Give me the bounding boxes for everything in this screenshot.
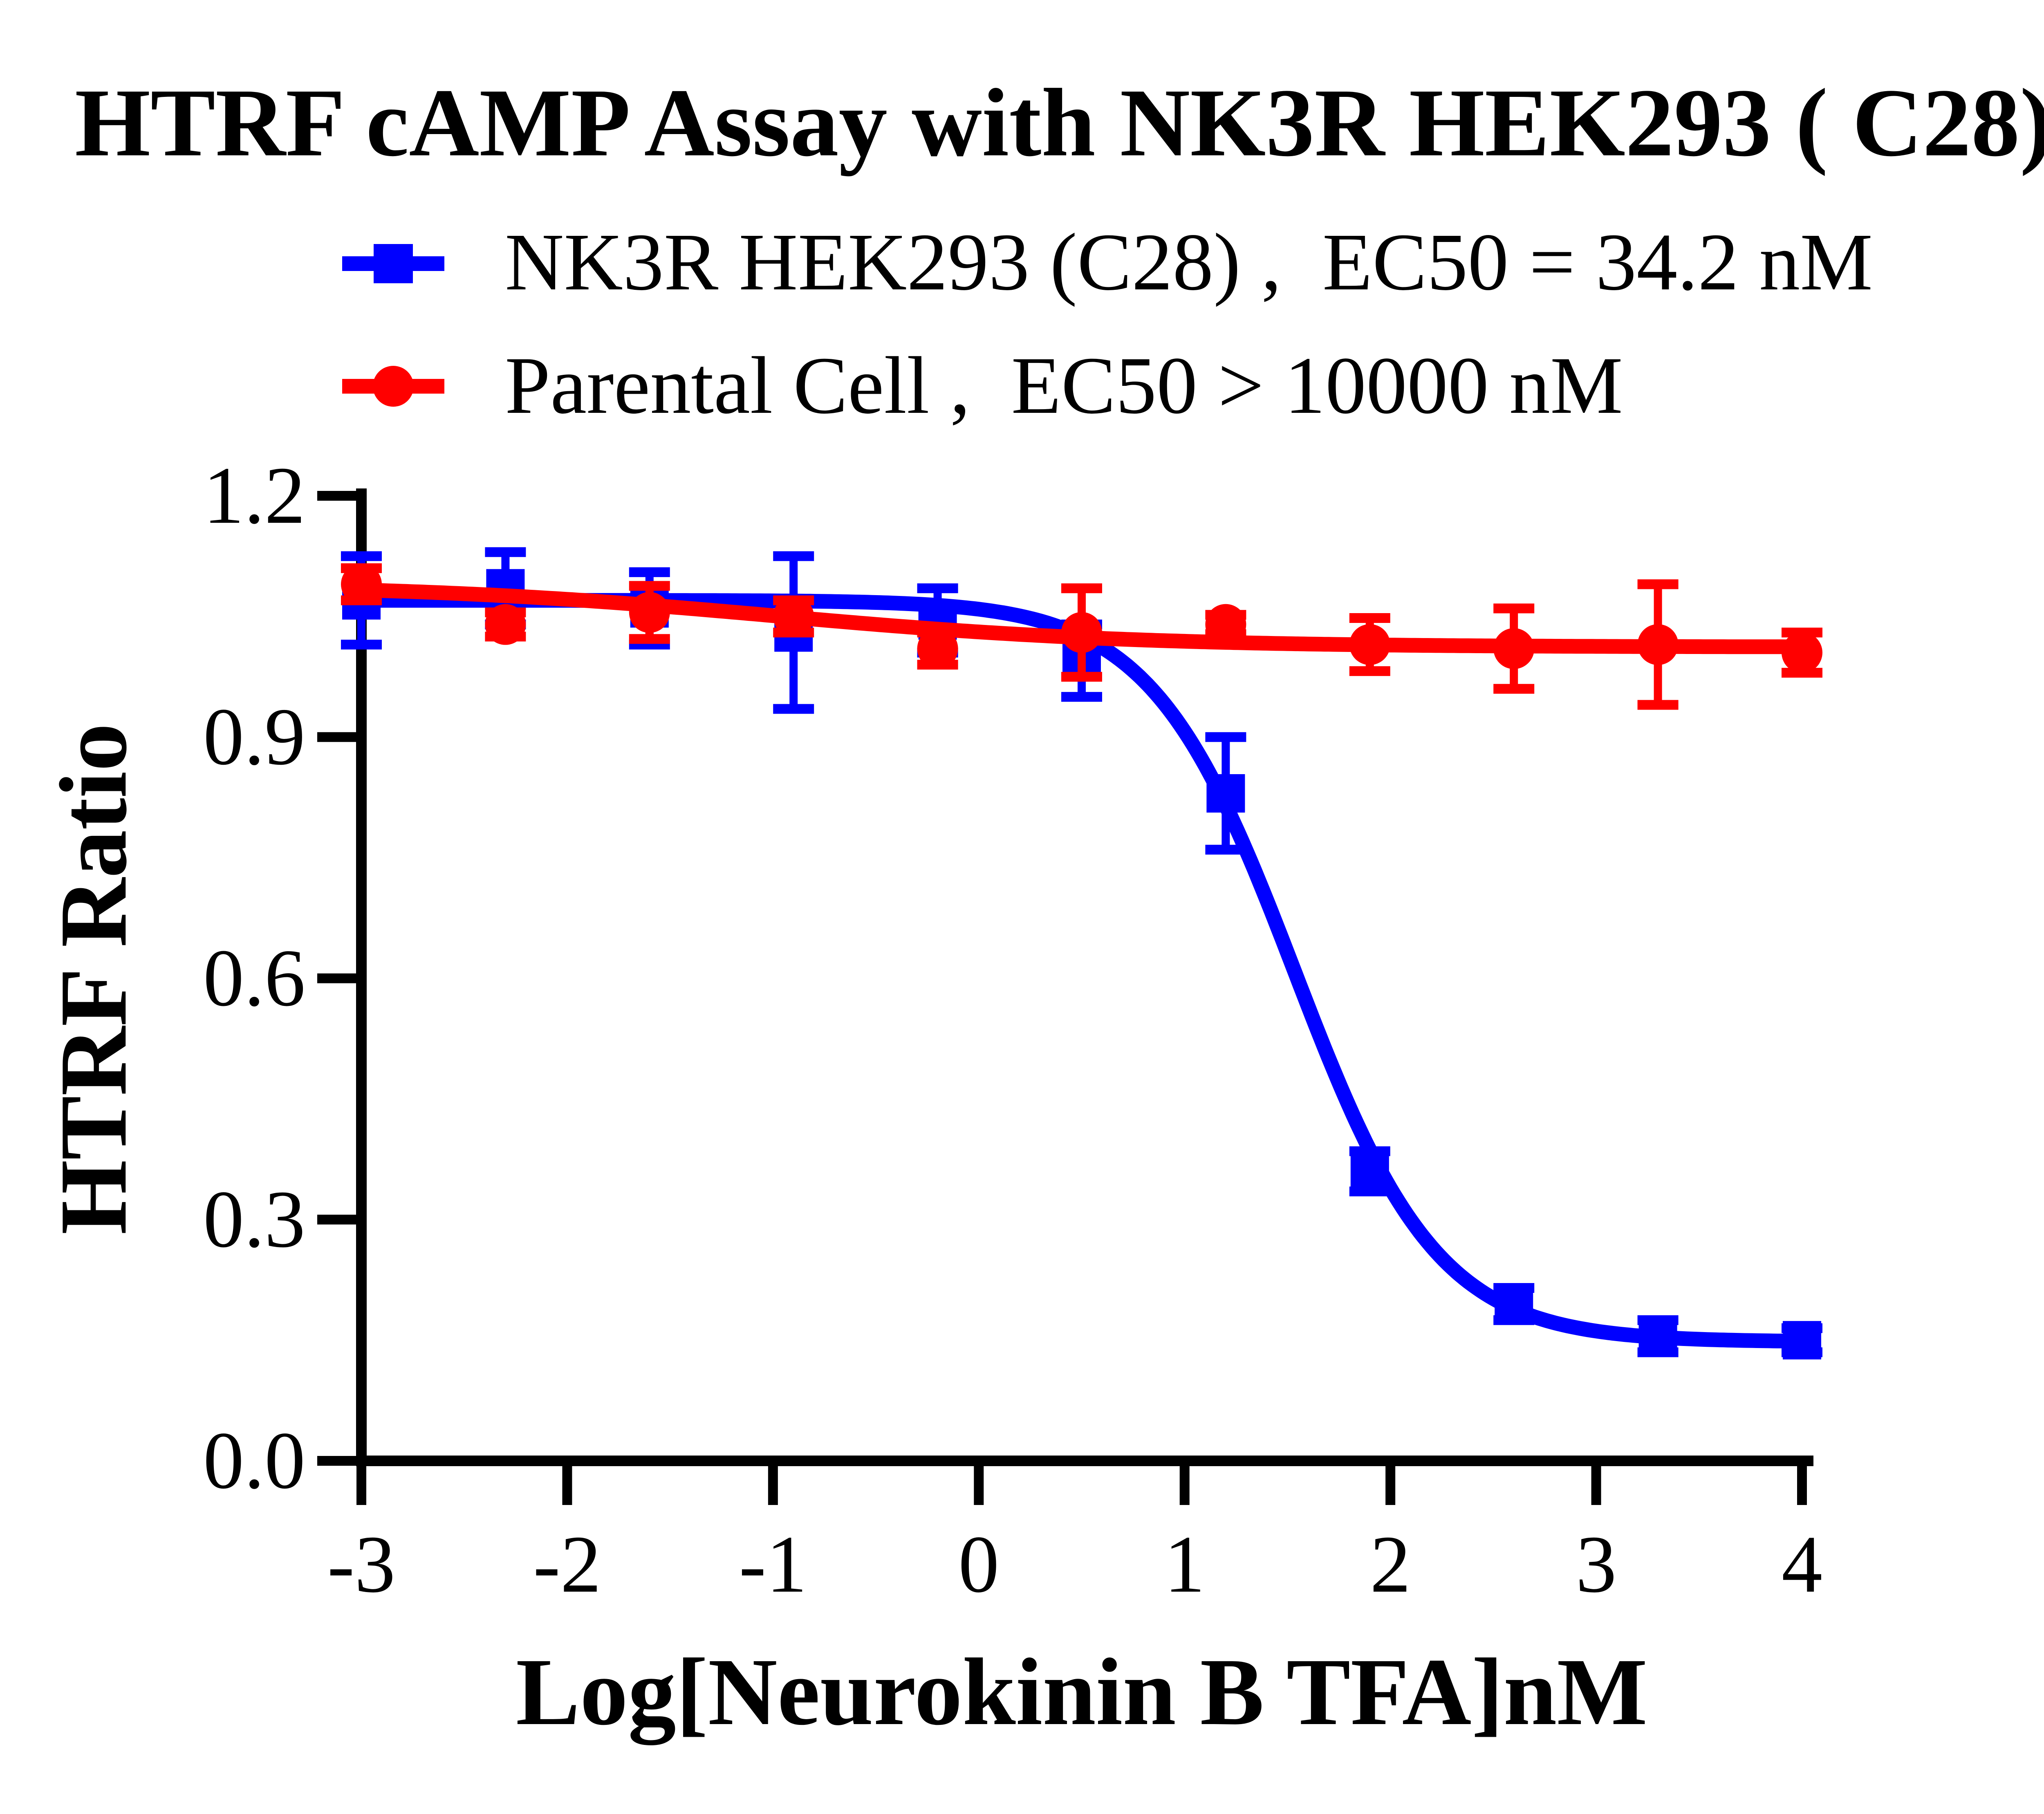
legend-square-marker [374,244,413,283]
data-point-circle [1205,604,1246,645]
data-point-square [1638,1317,1677,1356]
data-point-square [1783,1321,1821,1359]
y-tick-label: 0.0 [203,1415,305,1506]
x-tick-label: 2 [1370,1519,1411,1610]
data-point-circle [485,604,526,645]
data-point-circle [1637,624,1679,665]
data-point-circle [1493,628,1535,669]
data-point-square [1495,1285,1533,1324]
y-tick-label: 0.3 [203,1174,305,1265]
chart-title: HTRF cAMP Assay with NK3R HEK293 ( C28) [75,69,2044,177]
y-axis-title: HTRF Ratio [40,723,146,1234]
legend-markers [342,244,444,407]
x-tick-label: -2 [533,1519,601,1610]
data-point-square [1350,1152,1389,1191]
x-tick-label: 1 [1164,1519,1205,1610]
data-point-circle [1061,612,1102,653]
y-tick-label: 0.9 [203,692,305,782]
data-point-square [1206,774,1245,813]
plot-area: 0.0 0.3 0.6 0.9 1.2 -3 -2 -1 0 1 2 3 4 [203,450,1822,1610]
x-axis-title: Log[Neurokinin B TFA]nM [516,1639,1647,1745]
data-point-circle [629,592,670,633]
data-point-circle [341,564,382,605]
data-point-circle [917,628,958,669]
fit-curve-square [354,593,1809,1349]
legend-label-nk3r: NK3R HEK293 (C28) , EC50 = 34.2 nM [505,217,1873,307]
y-tick-label: 1.2 [203,450,305,541]
x-tick-label: 3 [1576,1519,1617,1610]
data-point-circle [773,596,814,637]
x-tick-label: -1 [739,1519,807,1610]
legend-label-parental: Parental Cell , EC50 > 10000 nM [505,340,1623,431]
data-point-circle [1349,624,1390,665]
data-point-circle [1782,632,1822,673]
x-tick-label: 0 [958,1519,999,1610]
legend-circle-marker [373,366,414,407]
x-tick-label: -3 [327,1519,396,1610]
y-tick-label: 0.6 [203,933,305,1023]
x-tick-label: 4 [1782,1519,1822,1610]
